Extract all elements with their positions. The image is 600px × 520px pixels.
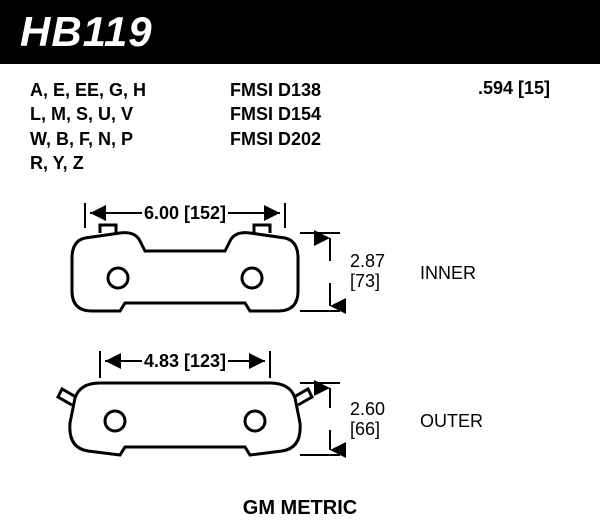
outer-height-mm: [66] xyxy=(350,419,380,439)
compounds-line: L, M, S, U, V xyxy=(30,102,200,126)
outer-width-mm: [123] xyxy=(184,351,226,371)
part-number: HB119 xyxy=(20,8,153,55)
fmsi-item: FMSI D138 xyxy=(230,78,380,102)
part-header: HB119 xyxy=(0,0,600,64)
outer-width-in: 4.83 xyxy=(144,351,179,371)
compounds-line: A, E, EE, G, H xyxy=(30,78,200,102)
fmsi-item: FMSI D154 xyxy=(230,102,380,126)
compounds-list: A, E, EE, G, H L, M, S, U, V W, B, F, N,… xyxy=(30,78,200,175)
compounds-line: R, Y, Z xyxy=(30,151,200,175)
svg-text:4.83 [123]: 4.83 [123] xyxy=(144,351,226,371)
inner-width-in: 6.00 xyxy=(144,203,179,223)
inner-width-mm: [152] xyxy=(184,203,226,223)
inner-height-mm: [73] xyxy=(350,271,380,291)
thickness: .594 [15] xyxy=(410,78,580,175)
outer-height-in: 2.60 xyxy=(350,399,385,419)
inner-label: INNER xyxy=(420,263,476,283)
inner-height-in: 2.87 xyxy=(350,251,385,271)
footer-label: GM METRIC xyxy=(0,493,600,520)
diagram-area: 6.00 [152] 2.87 [73] INNER xyxy=(0,183,600,493)
svg-text:6.00 [152]: 6.00 [152] xyxy=(144,203,226,223)
fmsi-list: FMSI D138 FMSI D154 FMSI D202 xyxy=(230,78,380,175)
thickness-value: .594 [15] xyxy=(478,78,550,98)
codes-row: A, E, EE, G, H L, M, S, U, V W, B, F, N,… xyxy=(0,64,600,183)
compounds-line: W, B, F, N, P xyxy=(30,127,200,151)
fmsi-item: FMSI D202 xyxy=(230,127,380,151)
pad-diagram-svg: 6.00 [152] 2.87 [73] INNER xyxy=(0,183,600,493)
inner-pad-group: 6.00 [152] 2.87 [73] INNER xyxy=(72,203,476,311)
footer-text: GM METRIC xyxy=(243,497,357,519)
outer-pad-group: 4.83 [123] 2.60 [66] OUTER xyxy=(58,351,483,455)
inner-pad-outline xyxy=(72,233,298,311)
outer-label: OUTER xyxy=(420,411,483,431)
